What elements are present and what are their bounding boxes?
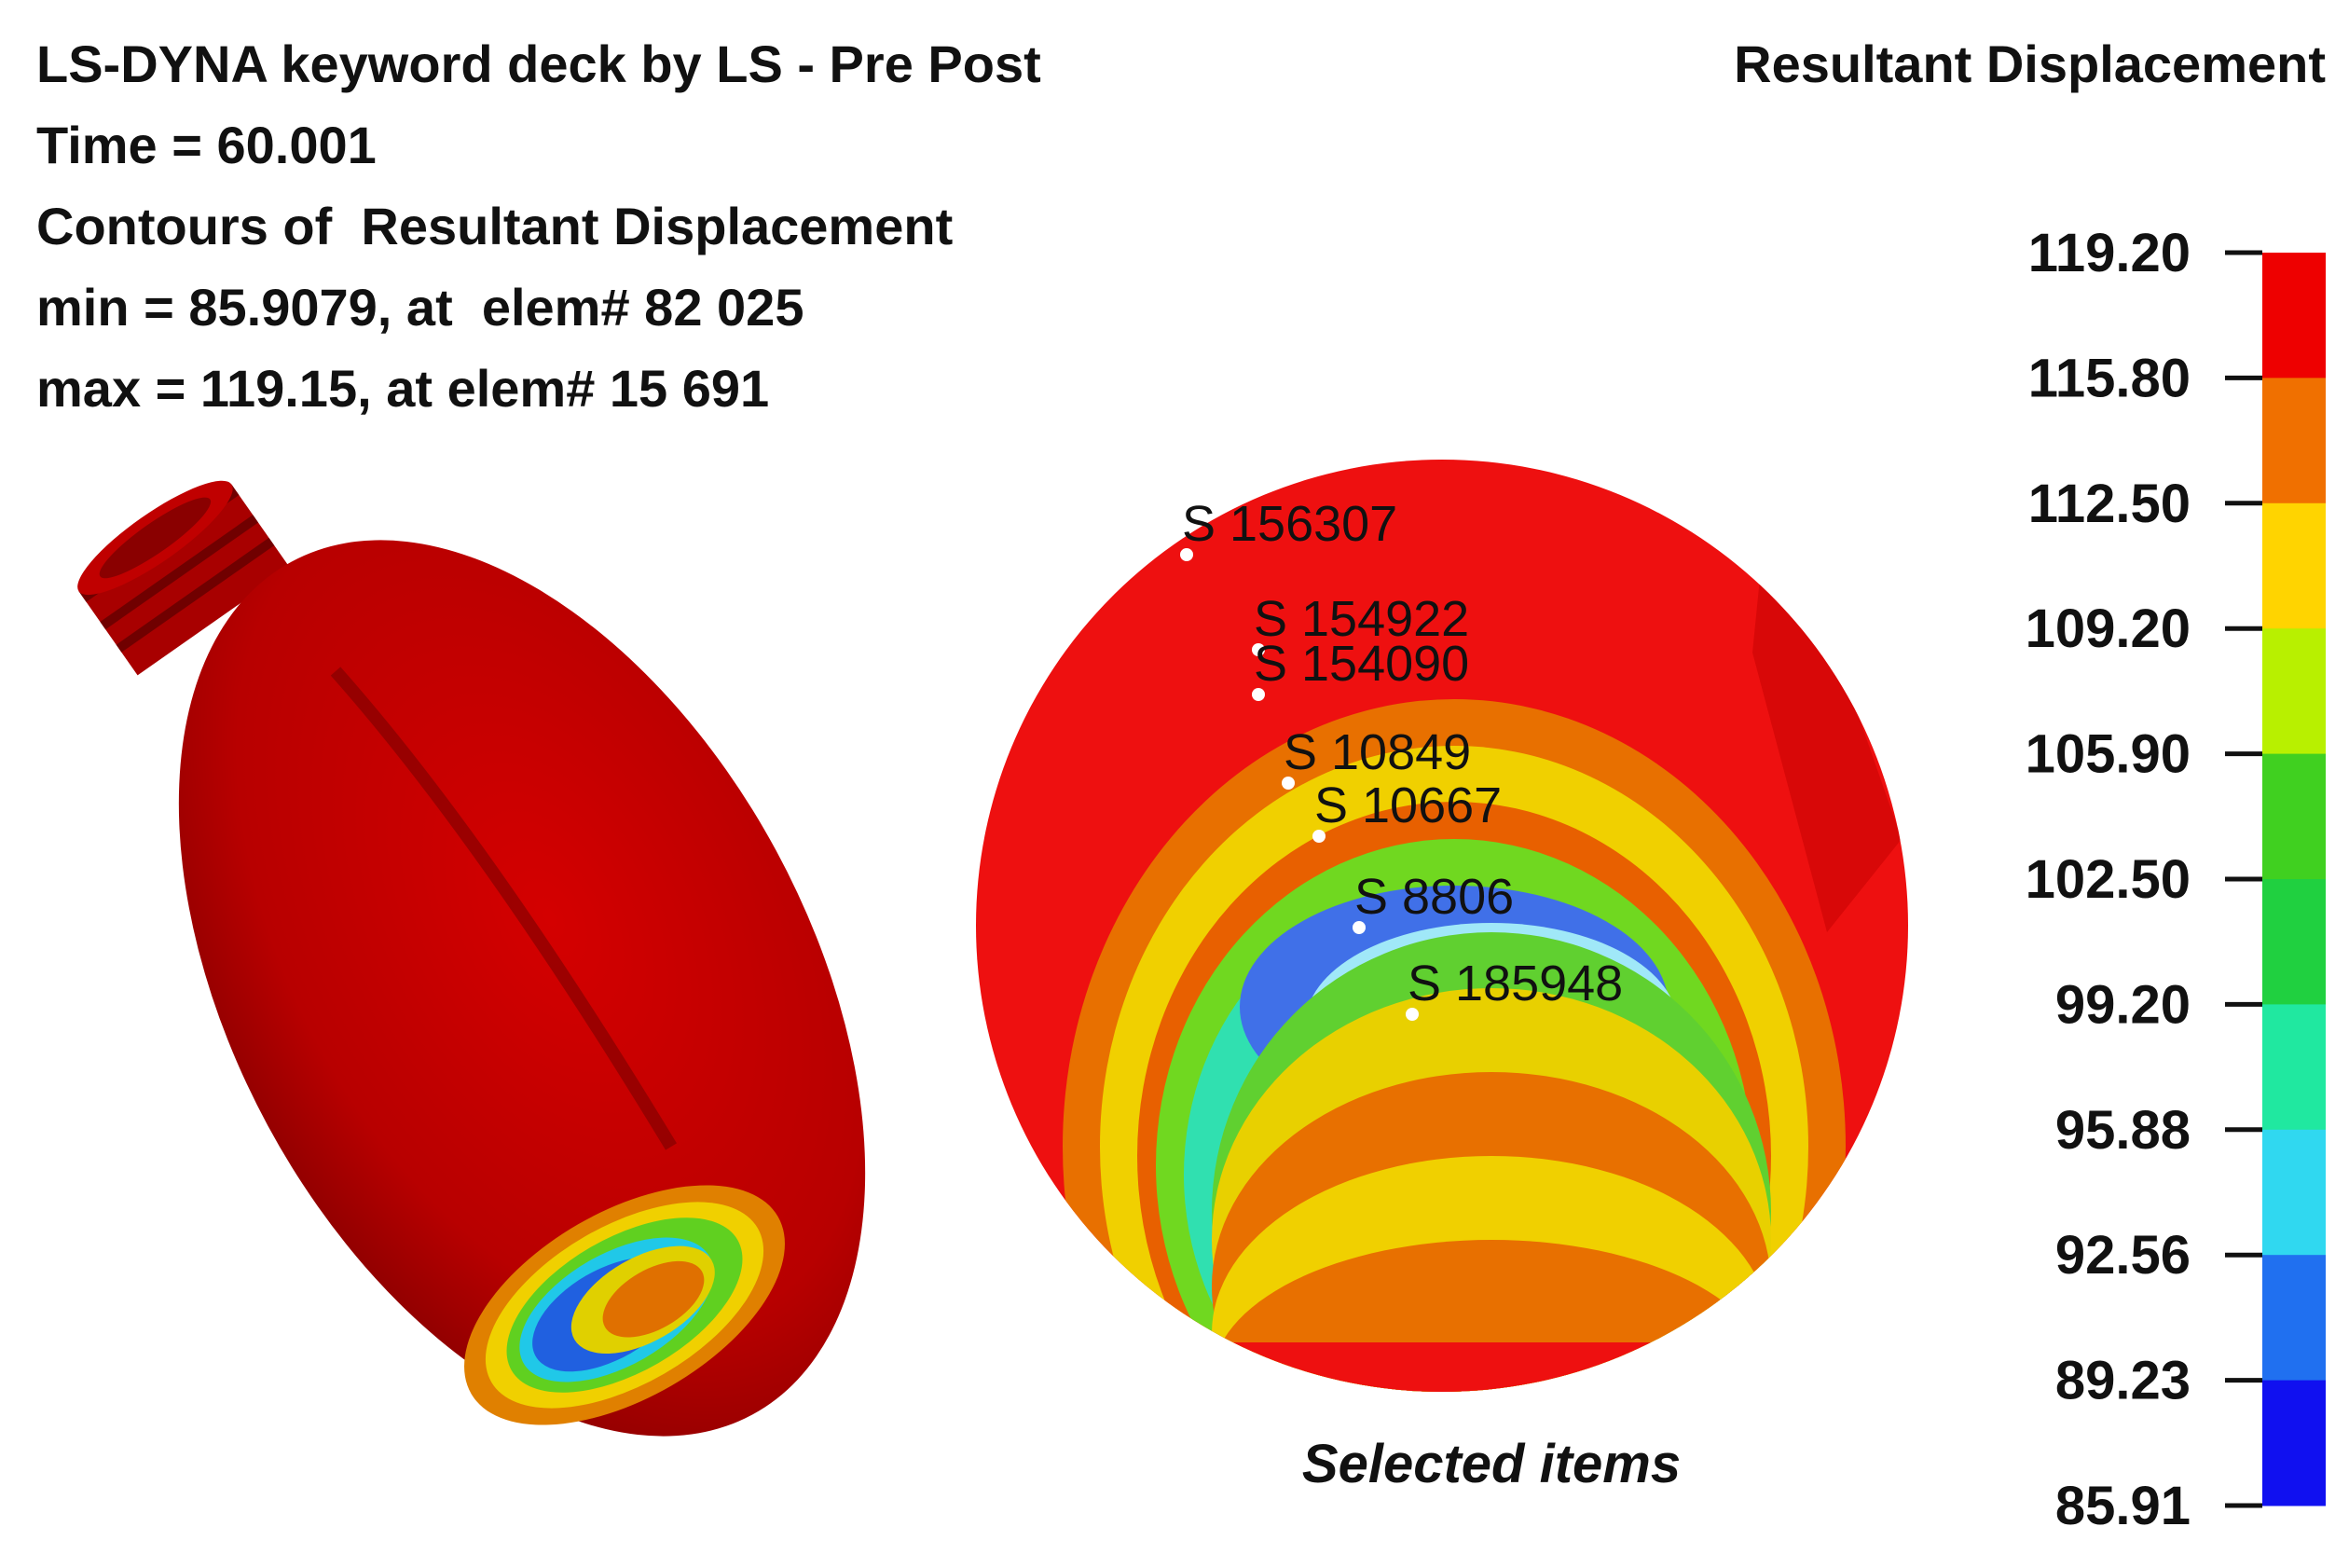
color-bar: 119.20 115.80 112.50 109.20 105.90 102.50 99.2…	[2026, 223, 2326, 1536]
tick-label: 109.20	[2026, 598, 2191, 659]
zoom-view	[976, 460, 1908, 1392]
header-line: LS-DYNA keyword deck by LS - Pre Post	[36, 34, 1041, 93]
caption: Selected items	[1302, 1434, 1681, 1494]
header-line: max = 119.15, at elem# 15 691	[36, 359, 769, 418]
color-band	[2262, 1004, 2326, 1131]
item-dot	[1282, 777, 1295, 790]
bottle-model	[77, 480, 866, 1437]
item-label: S 156307	[1182, 496, 1397, 552]
color-band	[2262, 1129, 2326, 1256]
item-label: S 8806	[1354, 869, 1514, 925]
tick-label: 102.50	[2026, 849, 2191, 910]
tick-label: 99.20	[2055, 974, 2191, 1035]
item-label: S 154090	[1254, 636, 1469, 692]
legend-title: Resultant Displacement	[1734, 34, 2326, 93]
header-line: Contours of Resultant Displacement	[36, 197, 953, 255]
tick-label: 85.91	[2055, 1476, 2191, 1536]
item-label: S 10849	[1284, 724, 1471, 780]
color-band	[2262, 378, 2326, 504]
header-line: Time = 60.001	[36, 116, 377, 174]
header: LS-DYNA keyword deck by LS - Pre Post Tim…	[36, 34, 1041, 418]
color-band	[2262, 1380, 2326, 1506]
tick-label: 105.90	[2026, 724, 2191, 785]
item-label: S 154922	[1254, 591, 1469, 647]
item-dot	[1312, 830, 1326, 843]
tick-label: 112.50	[2028, 474, 2191, 534]
tick-label: 119.20	[2028, 223, 2191, 283]
color-band	[2262, 879, 2326, 1005]
color-band	[2262, 753, 2326, 880]
tick-label: 89.23	[2055, 1351, 2191, 1411]
item-dot	[1252, 643, 1265, 656]
tick-label: 115.80	[2028, 348, 2191, 408]
item-dot	[1353, 921, 1366, 934]
tick-label: 92.56	[2055, 1225, 2191, 1286]
color-band	[2262, 628, 2326, 755]
item-dot	[1406, 1008, 1419, 1021]
color-band	[2262, 1255, 2326, 1382]
item-dot	[1180, 548, 1193, 561]
item-label: S 10667	[1314, 777, 1502, 833]
header-line: min = 85.9079, at elem# 82 025	[36, 278, 804, 337]
item-dot	[1252, 688, 1265, 701]
item-label: S 185948	[1408, 956, 1623, 1011]
color-band	[2262, 253, 2326, 378]
color-band	[2262, 502, 2326, 629]
tick-label: 95.88	[2055, 1100, 2191, 1161]
